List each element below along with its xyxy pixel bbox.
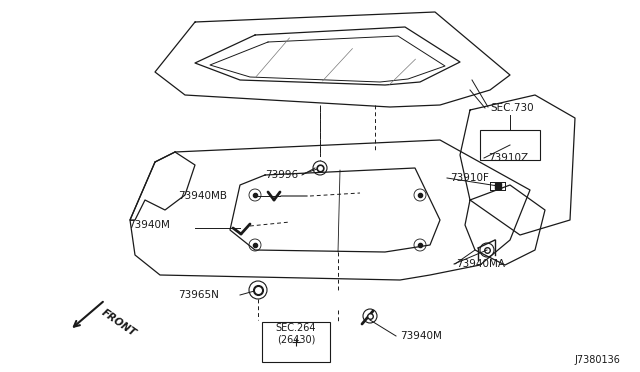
Text: 73910F: 73910F — [450, 173, 489, 183]
Text: SEC.730: SEC.730 — [490, 103, 534, 113]
Text: 73940MA: 73940MA — [456, 259, 505, 269]
Text: 73965N: 73965N — [178, 290, 219, 300]
Bar — [480, 130, 540, 160]
Text: 73940MB: 73940MB — [178, 191, 227, 201]
Text: FRONT: FRONT — [100, 307, 138, 338]
Text: 73996: 73996 — [265, 170, 298, 180]
Bar — [262, 322, 330, 362]
Text: 73940M: 73940M — [400, 331, 442, 341]
Text: SEC.264: SEC.264 — [276, 323, 316, 333]
Text: J7380136: J7380136 — [574, 355, 620, 365]
Text: 73940M: 73940M — [128, 220, 170, 230]
Text: (26430): (26430) — [277, 335, 315, 345]
Text: 73910Z: 73910Z — [488, 153, 528, 163]
